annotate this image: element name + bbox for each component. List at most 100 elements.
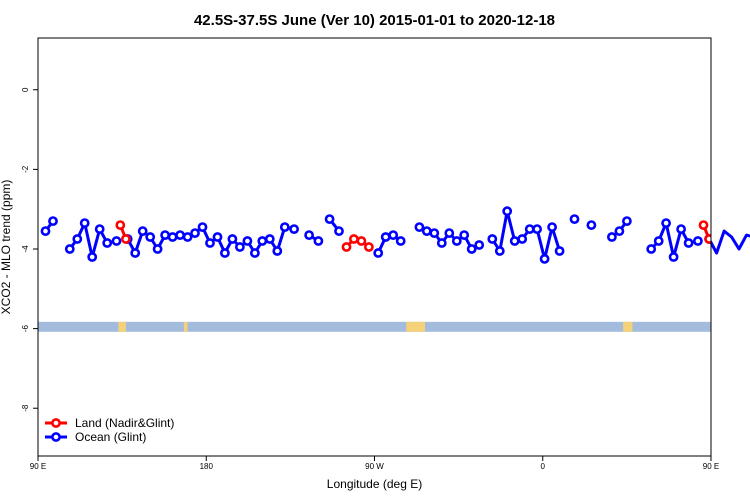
- x-tick-label: 180: [200, 462, 214, 471]
- data-point: [227, 234, 238, 244]
- ocean-mask-band: [38, 321, 711, 332]
- data-point: [175, 230, 185, 240]
- land-mask-segment: [118, 321, 126, 332]
- data-point: [348, 234, 359, 244]
- data-point: [137, 226, 148, 236]
- data-point: [388, 230, 399, 240]
- land-mask-segment: [406, 321, 425, 332]
- data-point: [380, 232, 391, 242]
- data-point: [466, 244, 477, 254]
- data-point: [414, 222, 425, 232]
- chart-title: 42.5S-37.5S June (Ver 10) 2015-01-01 to …: [194, 12, 555, 29]
- data-point: [279, 222, 290, 232]
- y-tick-label: 0: [21, 87, 30, 92]
- x-tick-label: 0: [541, 462, 546, 471]
- data-point: [79, 218, 90, 228]
- data-point: [683, 238, 694, 248]
- data-point: [130, 248, 141, 258]
- data-point: [451, 236, 462, 246]
- data-point: [693, 236, 703, 246]
- data-point: [622, 216, 632, 226]
- data-point: [289, 224, 299, 234]
- data-point: [586, 220, 597, 230]
- data-point: [653, 236, 664, 246]
- data-point: [547, 222, 557, 232]
- x-axis-label: Longitude (deg E): [327, 477, 422, 491]
- data-point: [242, 236, 253, 246]
- data-point: [115, 220, 126, 230]
- x-tick-label: 90 E: [30, 462, 46, 471]
- data-point: [569, 214, 580, 224]
- y-tick-label: -2: [21, 165, 30, 173]
- x-tick-label: 90 W: [365, 462, 384, 471]
- legend-marker: [51, 432, 61, 442]
- data-point: [212, 232, 223, 242]
- data-point: [474, 240, 485, 250]
- data-point: [502, 206, 513, 217]
- data-point: [167, 232, 178, 242]
- data-point: [668, 252, 679, 262]
- data-point: [272, 246, 283, 256]
- data-point: [459, 230, 470, 240]
- y-tick-label: -6: [21, 325, 30, 333]
- data-point: [87, 252, 98, 262]
- data-point: [160, 230, 170, 240]
- data-point: [436, 238, 447, 248]
- data-point: [234, 242, 245, 252]
- x-tick-label: 90 E: [703, 462, 719, 471]
- data-point: [145, 232, 156, 242]
- legend-label: Ocean (Glint): [75, 430, 146, 444]
- data-point: [197, 222, 208, 232]
- data-point: [517, 234, 528, 244]
- data-point: [334, 226, 344, 236]
- data-point: [539, 253, 550, 264]
- y-axis-label: XCO2 - MLO trend (ppm): [0, 180, 13, 315]
- data-point: [363, 242, 374, 252]
- legend-marker: [51, 418, 61, 428]
- legend-label: Land (Nadir&Glint): [75, 416, 174, 430]
- data-point: [554, 246, 565, 256]
- data-point: [676, 224, 686, 234]
- data-point: [190, 228, 200, 238]
- data-point: [304, 230, 314, 240]
- data-point: [121, 234, 131, 244]
- data-point: [64, 244, 75, 254]
- data-point: [429, 228, 440, 238]
- data-point: [182, 232, 193, 242]
- data-point: [509, 236, 520, 246]
- data-point: [111, 236, 122, 246]
- data-point: [421, 226, 432, 236]
- data-point: [661, 218, 671, 228]
- data-point: [249, 248, 260, 258]
- data-point: [614, 226, 625, 236]
- data-point: [48, 216, 58, 226]
- data-point: [257, 236, 268, 246]
- mask-band: [38, 321, 711, 332]
- data-point: [607, 232, 617, 242]
- data-point: [94, 224, 105, 234]
- plot-frame: [37, 37, 712, 457]
- data-point: [494, 246, 505, 256]
- land-mask-segment: [623, 321, 633, 332]
- series-layer: [40, 206, 750, 264]
- data-point: [264, 234, 275, 244]
- land-mask-segment: [183, 321, 188, 332]
- axes: 90 E 180 90 W 0 90 E 0 -2 -4 -6 -8: [21, 87, 719, 471]
- legend: Land (Nadir&Glint)Ocean (Glint): [45, 416, 174, 444]
- y-tick-label: -4: [21, 245, 30, 253]
- data-point: [313, 236, 324, 246]
- series-line: [707, 229, 750, 255]
- data-point: [373, 248, 384, 258]
- data-point: [356, 236, 367, 246]
- data-point: [704, 234, 711, 244]
- data-point: [102, 238, 113, 248]
- data-point: [444, 228, 455, 238]
- data-point: [532, 224, 542, 234]
- data-point: [324, 214, 335, 224]
- data-point: [219, 248, 230, 258]
- data-point: [40, 226, 51, 236]
- y-tick-label: -8: [21, 404, 30, 412]
- series-line: [491, 209, 562, 261]
- data-point: [152, 244, 163, 254]
